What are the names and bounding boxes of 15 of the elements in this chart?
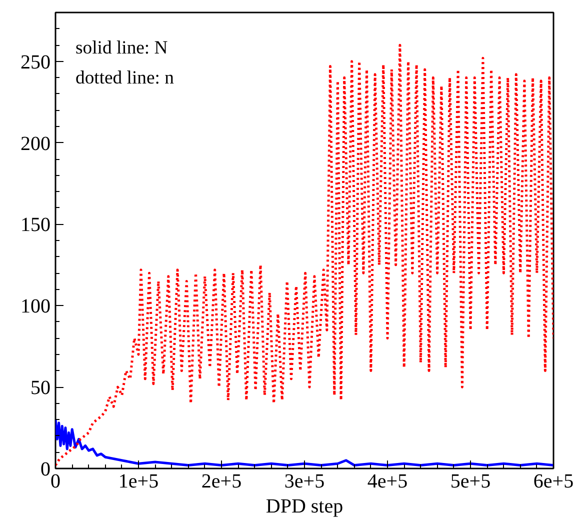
x-tick-label: 6e+5 bbox=[533, 470, 574, 492]
x-tick-label: 3e+5 bbox=[284, 470, 325, 492]
y-tick-label: 100 bbox=[20, 296, 50, 318]
line-series bbox=[56, 418, 554, 466]
y-tick-label: 250 bbox=[20, 51, 50, 74]
y-tick-label: 200 bbox=[20, 132, 50, 155]
x-tick-label: 5e+5 bbox=[450, 470, 491, 492]
x-tick-label: 4e+5 bbox=[367, 470, 408, 492]
y-tick-label: 150 bbox=[20, 214, 50, 236]
x-tick-label: 1e+5 bbox=[118, 470, 159, 492]
x-axis-title: DPD step bbox=[266, 496, 344, 518]
annotation: solid line: N bbox=[76, 38, 168, 58]
x-tick-label: 2e+5 bbox=[201, 470, 242, 492]
annotation: dotted line: n bbox=[76, 68, 175, 88]
y-tick-label: 50 bbox=[30, 377, 50, 400]
